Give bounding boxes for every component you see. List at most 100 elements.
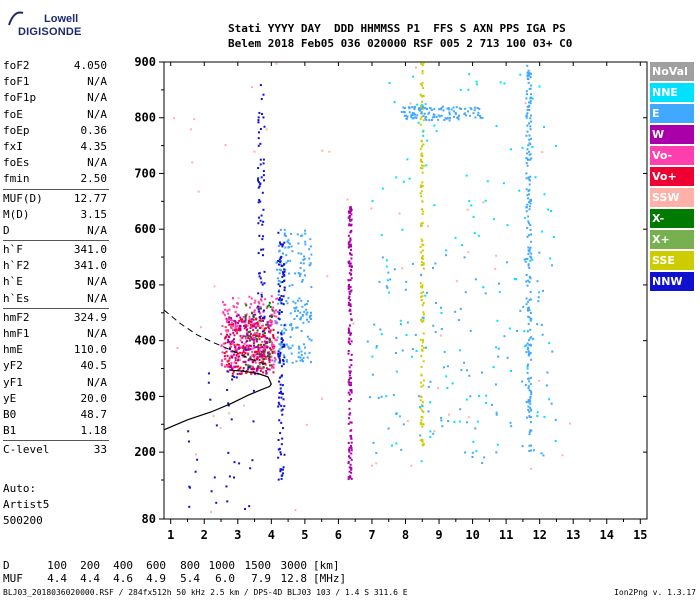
data-point: [420, 145, 423, 148]
data-point: [294, 272, 297, 275]
data-point: [528, 234, 531, 237]
data-point: [429, 401, 432, 404]
data-point: [283, 453, 286, 456]
data-point: [420, 261, 423, 264]
data-point: [226, 309, 229, 312]
data-point: [281, 243, 284, 246]
legend-item: Vo+: [650, 167, 694, 186]
data-point: [269, 306, 272, 309]
data-point: [212, 415, 215, 418]
data-point: [419, 147, 422, 150]
data-point: [264, 348, 267, 351]
data-point: [253, 333, 256, 336]
data-point: [404, 288, 407, 291]
data-point: [453, 420, 456, 423]
data-point: [406, 158, 409, 161]
data-point: [527, 308, 530, 311]
data-point: [278, 311, 281, 314]
param-row: hmF2 324.9: [3, 310, 109, 326]
data-point: [285, 329, 288, 332]
data-point: [277, 405, 280, 408]
data-point: [263, 315, 266, 318]
data-point: [422, 87, 425, 90]
data-point: [237, 365, 240, 368]
data-point: [486, 180, 489, 183]
data-point: [405, 280, 408, 283]
data-point: [226, 388, 229, 391]
data-point: [420, 460, 423, 463]
data-point: [530, 429, 533, 432]
data-point: [256, 305, 259, 308]
data-point: [242, 349, 245, 352]
data-point: [277, 478, 280, 481]
data-point: [260, 281, 263, 284]
data-point: [270, 323, 273, 326]
data-point: [306, 356, 309, 359]
data-point: [220, 344, 223, 347]
param-name: yF1: [3, 375, 23, 389]
data-point: [238, 344, 241, 347]
data-point: [278, 318, 281, 321]
data-point: [265, 370, 268, 373]
data-point: [278, 312, 281, 315]
data-point: [410, 115, 413, 118]
data-point: [291, 250, 294, 253]
data-point: [421, 286, 424, 289]
x-tick-label: 9: [435, 528, 442, 542]
data-point: [350, 353, 353, 356]
data-point: [275, 339, 278, 342]
data-point: [231, 297, 234, 300]
data-point: [419, 338, 422, 341]
data-point: [234, 326, 237, 329]
data-point: [541, 333, 544, 336]
data-point: [349, 211, 352, 214]
data-point: [427, 225, 430, 228]
data-point: [525, 210, 528, 213]
data-point: [529, 255, 532, 258]
data-point: [419, 93, 422, 96]
data-point: [176, 347, 179, 350]
data-point: [244, 318, 247, 321]
data-point: [530, 84, 533, 87]
data-point: [424, 115, 427, 118]
data-point: [278, 272, 281, 275]
data-point: [238, 355, 241, 358]
data-point: [526, 124, 529, 127]
data-point: [281, 280, 284, 283]
data-point: [480, 371, 483, 374]
data-point: [276, 336, 279, 339]
data-point: [465, 174, 468, 177]
data-point: [388, 291, 391, 294]
data-point: [404, 107, 407, 110]
data-point: [528, 138, 531, 141]
data-point: [421, 82, 424, 85]
data-point: [419, 434, 422, 437]
data-point: [239, 324, 242, 327]
data-point: [350, 449, 353, 452]
data-point: [252, 325, 255, 328]
data-point: [278, 297, 281, 300]
data-point: [272, 363, 275, 366]
data-point: [420, 100, 423, 103]
data-point: [421, 341, 424, 344]
data-point: [527, 193, 530, 196]
data-point: [262, 310, 265, 313]
data-point: [304, 346, 307, 349]
data-point: [256, 368, 259, 371]
data-point: [271, 301, 274, 304]
data-point: [525, 172, 528, 175]
data-point: [250, 303, 253, 306]
data-point: [278, 298, 281, 301]
data-point: [277, 355, 280, 358]
data-point: [295, 360, 298, 363]
data-point: [291, 344, 294, 347]
data-point: [536, 414, 539, 417]
data-point: [272, 346, 275, 349]
data-point: [283, 274, 286, 277]
data-point: [441, 425, 444, 428]
data-point: [257, 343, 260, 346]
data-point: [226, 329, 229, 332]
data-point: [225, 317, 228, 320]
data-point: [242, 355, 245, 358]
data-point: [430, 109, 433, 112]
